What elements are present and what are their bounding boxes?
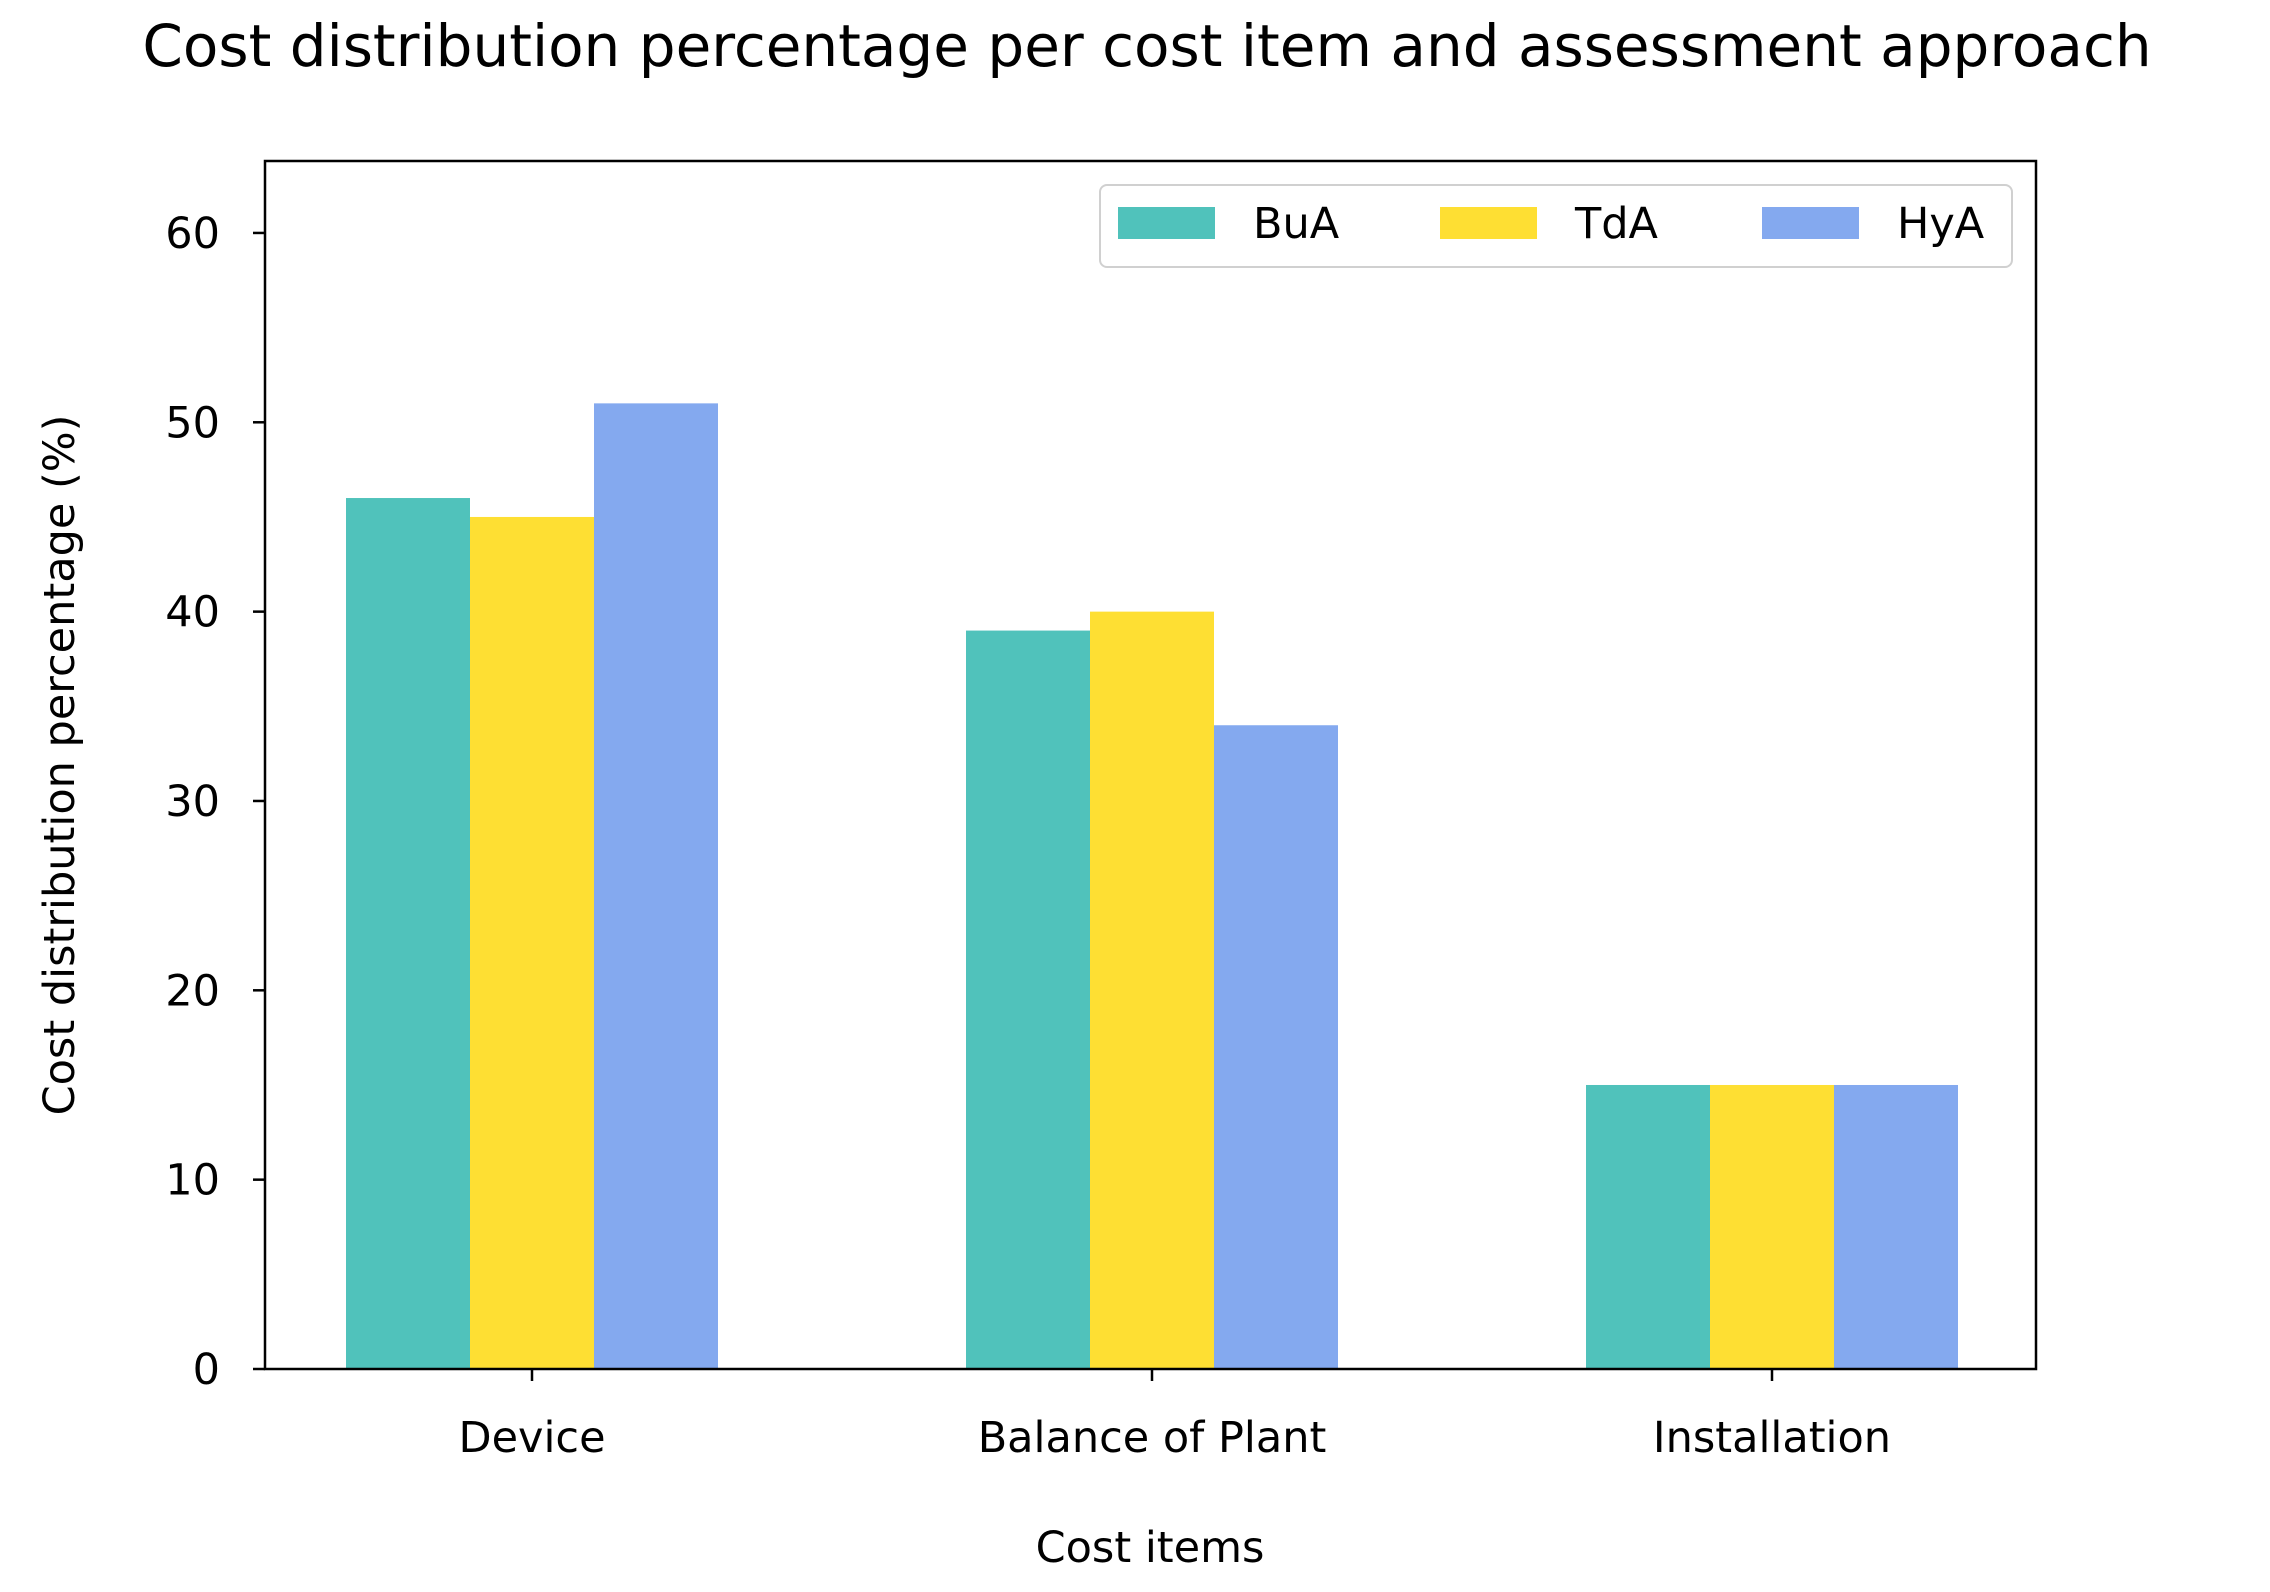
y-axis: 0 10 20 30 40 50 60 bbox=[165, 209, 265, 1395]
x-tick-label: Installation bbox=[1653, 1413, 1891, 1463]
y-axis-label: Cost distribution percentage (%) bbox=[35, 415, 85, 1116]
plot-frame bbox=[263, 159, 2038, 1371]
legend-swatch-tda bbox=[1440, 207, 1537, 239]
x-tick-label: Device bbox=[458, 1413, 605, 1463]
x-axis: Device Balance of Plant Installation bbox=[458, 1369, 1891, 1463]
bar-bua-device bbox=[346, 498, 470, 1369]
x-tick-label: Balance of Plant bbox=[978, 1413, 1327, 1463]
y-tick-label: 60 bbox=[165, 209, 220, 259]
bar-tda-balance-of-plant bbox=[1090, 611, 1214, 1369]
legend-label-tda: TdA bbox=[1574, 199, 1659, 249]
legend-label-bua: BuA bbox=[1253, 199, 1340, 249]
bar-bua-installation bbox=[1586, 1084, 1710, 1369]
chart-title: Cost distribution percentage per cost it… bbox=[142, 12, 2151, 80]
y-tick-label: 30 bbox=[165, 777, 220, 827]
x-axis-label: Cost items bbox=[1036, 1523, 1265, 1573]
legend-frame bbox=[1099, 184, 2013, 268]
legend-label-hya: HyA bbox=[1897, 199, 1985, 249]
y-tick-label: 0 bbox=[193, 1345, 220, 1395]
y-tick-label: 50 bbox=[165, 398, 220, 448]
legend-swatch-bua bbox=[1118, 207, 1215, 239]
y-tick-label: 20 bbox=[165, 966, 220, 1016]
bar-tda-device bbox=[470, 516, 594, 1369]
bar-hya-balance-of-plant bbox=[1214, 725, 1338, 1369]
bar-hya-installation bbox=[1834, 1084, 1958, 1369]
y-tick-label: 10 bbox=[165, 1156, 220, 1206]
bar-hya-device bbox=[594, 403, 718, 1369]
legend: BuA TdA HyA bbox=[1099, 184, 2013, 268]
y-tick-label: 40 bbox=[165, 588, 220, 638]
legend-swatch-hya bbox=[1762, 207, 1859, 239]
bar-tda-installation bbox=[1710, 1084, 1834, 1369]
bar-bua-balance-of-plant bbox=[966, 630, 1090, 1369]
bars-layer bbox=[346, 403, 1958, 1369]
